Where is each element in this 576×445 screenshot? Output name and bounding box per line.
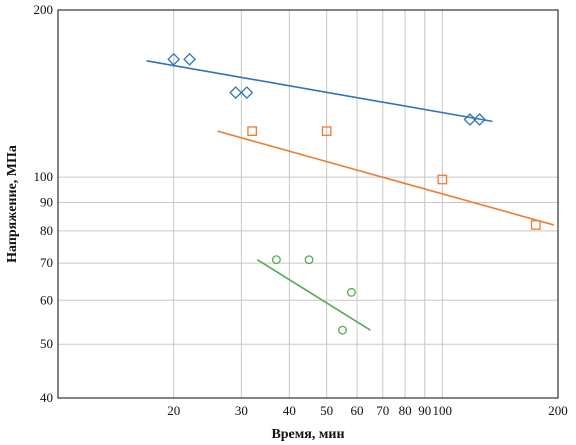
y-tick-label: 100 xyxy=(34,169,54,184)
grid-lines xyxy=(58,9,559,399)
data-point-circle xyxy=(271,255,281,265)
data-point-circle xyxy=(338,325,347,335)
y-tick-label: 60 xyxy=(40,292,53,307)
x-tick-label: 60 xyxy=(351,403,364,418)
trend-line-square xyxy=(217,130,554,226)
trend-line-circle xyxy=(256,258,371,331)
y-axis-title: Напряжение, МПа xyxy=(5,145,20,263)
data-point-diamond xyxy=(473,113,486,126)
x-tick-label: 100 xyxy=(433,403,453,418)
data-point-diamond xyxy=(183,52,197,66)
x-tick-label: 50 xyxy=(320,403,333,418)
data-markers xyxy=(167,52,541,335)
y-tick-label: 90 xyxy=(40,195,53,210)
x-tick-label: 70 xyxy=(376,403,389,418)
data-point-square xyxy=(321,126,332,136)
y-tick-label: 80 xyxy=(40,223,53,238)
data-point-diamond xyxy=(167,52,181,66)
data-point-diamond xyxy=(240,86,254,99)
y-tick-label: 200 xyxy=(34,2,54,17)
trend-line-diamond xyxy=(146,60,493,123)
data-point-circle xyxy=(304,255,314,265)
data-point-circle xyxy=(346,287,356,297)
x-tick-label: 20 xyxy=(167,403,180,418)
data-point-diamond xyxy=(463,113,477,126)
x-tick-label: 200 xyxy=(548,403,568,418)
data-point-square xyxy=(437,174,448,185)
x-tick-label: 90 xyxy=(418,403,431,418)
x-axis-title: Время, мин xyxy=(271,427,344,442)
y-tick-label: 70 xyxy=(40,255,53,270)
y-tick-label: 40 xyxy=(40,390,53,405)
x-tick-label: 30 xyxy=(235,403,248,418)
x-axis-ticks: 20 30 40 50 60 70 80 90 100 200 xyxy=(167,403,568,418)
y-tick-label: 50 xyxy=(40,336,53,351)
y-axis-ticks: 40 50 60 70 80 90 100 200 xyxy=(34,2,54,405)
data-point-square xyxy=(247,126,257,136)
plot-frame xyxy=(57,9,559,399)
x-tick-label: 40 xyxy=(283,403,296,418)
x-tick-label: 80 xyxy=(399,403,412,418)
trend-lines xyxy=(146,60,554,331)
data-point-square xyxy=(530,220,541,230)
data-point-diamond xyxy=(229,86,243,99)
